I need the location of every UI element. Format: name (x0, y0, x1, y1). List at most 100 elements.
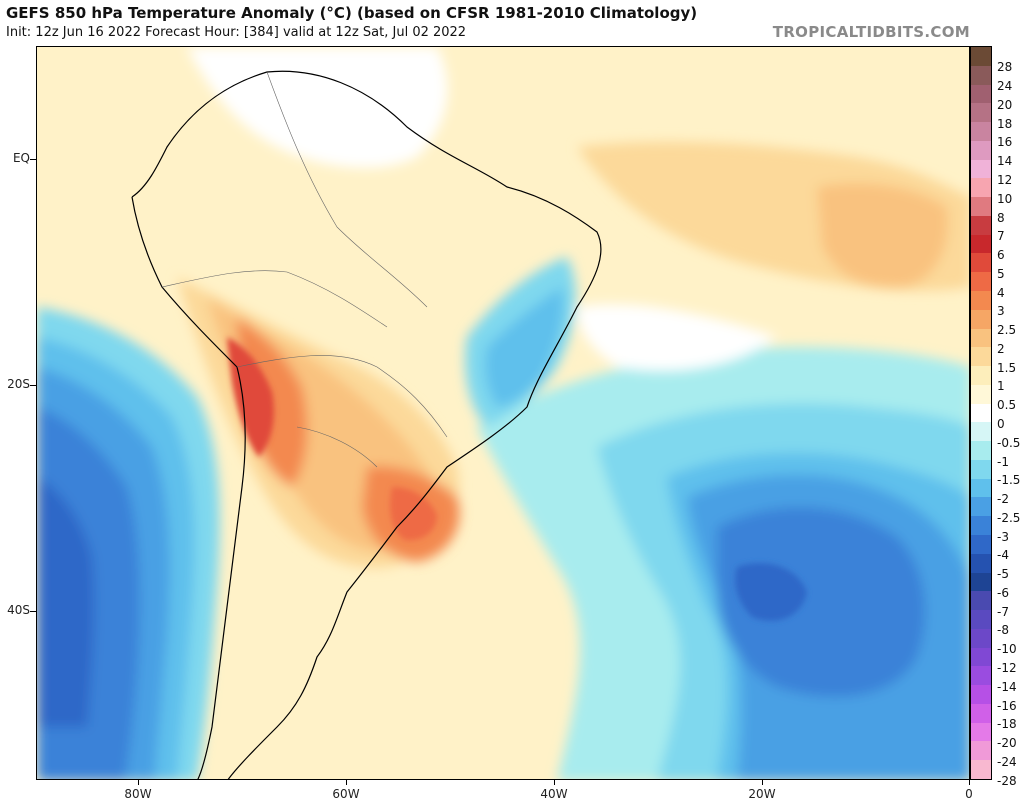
colorbar-swatch (971, 215, 991, 236)
colorbar-label: 28 (997, 60, 1013, 75)
colorbar-label: 7 (997, 229, 1005, 244)
colorbar-swatch (971, 459, 991, 480)
colorbar-swatch (971, 703, 991, 724)
colorbar-swatch (971, 516, 991, 536)
colorbar-swatch (971, 666, 991, 686)
colorbar-swatch (971, 553, 991, 574)
colorbar-swatch (971, 628, 991, 649)
colorbar-label: 6 (997, 248, 1005, 263)
colorbar-swatch (971, 760, 991, 780)
colorbar-swatch (971, 741, 991, 761)
colorbar-swatch (971, 685, 991, 705)
colorbar-swatch (971, 403, 991, 423)
lon-tick (346, 780, 347, 785)
lat-label-eq: EQ (12, 151, 30, 165)
colorbar-swatch (971, 291, 991, 311)
lat-tick (30, 611, 36, 612)
colorbar-label: 16 (997, 135, 1013, 150)
forecast-info: Init: 12z Jun 16 2022 Forecast Hour: [38… (6, 25, 467, 40)
colorbar-label: -3 (997, 529, 1009, 544)
brand-watermark[interactable]: TROPICALTIDBITS.COM (772, 23, 970, 41)
colorbar-swatch (971, 65, 991, 86)
colorbar-swatch (971, 647, 991, 667)
colorbar-swatch (971, 47, 991, 67)
colorbar-swatch (971, 84, 991, 104)
colorbar-label: -0.5 (997, 435, 1021, 450)
colorbar-swatch (971, 384, 991, 405)
colorbar-swatch (971, 572, 991, 592)
anomaly-field (37, 47, 969, 779)
lon-tick (969, 780, 970, 785)
lon-tick (554, 780, 555, 785)
colorbar-label: 24 (997, 79, 1013, 94)
colorbar-label: -18 (997, 717, 1017, 732)
colorbar-label: 5 (997, 266, 1005, 281)
colorbar-label: -2.5 (997, 510, 1021, 525)
colorbar-label: 8 (997, 210, 1005, 225)
colorbar-label: 18 (997, 116, 1013, 131)
map-title: GEFS 850 hPa Temperature Anomaly (°C) (b… (6, 4, 698, 22)
colorbar-label: 1.5 (997, 360, 1017, 375)
lat-label-20s: 20S (7, 377, 30, 391)
colorbar-swatch (971, 234, 991, 254)
colorbar-label: 3 (997, 304, 1005, 319)
colorbar-label: -4 (997, 548, 1009, 563)
colorbar-label: -5 (997, 567, 1009, 582)
colorbar-swatch (971, 309, 991, 330)
lon-label-20w: 20W (748, 787, 776, 801)
colorbar-label: -1 (997, 454, 1009, 469)
colorbar-label: -14 (997, 679, 1017, 694)
colorbar-swatch (971, 328, 991, 348)
colorbar-swatch (971, 722, 991, 742)
lat-tick (30, 159, 36, 160)
colorbar-label: -6 (997, 585, 1009, 600)
colorbar-label: 1 (997, 379, 1005, 394)
colorbar-swatch (971, 140, 991, 161)
colorbar-swatch (971, 497, 991, 517)
colorbar-swatch (971, 253, 991, 273)
colorbar-swatch (971, 159, 991, 179)
colorbar-label: -28 (997, 773, 1017, 788)
colorbar-label: 0 (997, 417, 1005, 431)
colorbar-label: -16 (997, 698, 1017, 713)
colorbar-swatch (971, 535, 991, 555)
colorbar-swatch (971, 422, 991, 442)
lon-label-60w: 60W (332, 787, 360, 801)
colorbar-label: -12 (997, 661, 1017, 675)
colorbar-swatch (971, 178, 991, 198)
colorbar-label: 4 (997, 285, 1005, 300)
colorbar-label: 14 (997, 154, 1013, 169)
colorbar (970, 46, 992, 780)
colorbar-swatch (971, 610, 991, 630)
colorbar-label: 12 (997, 173, 1013, 187)
colorbar-swatch (971, 197, 991, 217)
lon-label-40w: 40W (540, 787, 568, 801)
colorbar-label: 20 (997, 97, 1013, 112)
colorbar-label: -2 (997, 492, 1009, 507)
colorbar-swatch (971, 366, 991, 386)
lon-label-0: 0 (965, 787, 973, 801)
colorbar-label: 0.5 (997, 398, 1017, 413)
colorbar-label: 2 (997, 341, 1005, 356)
colorbar-label: -24 (997, 754, 1017, 769)
lon-tick (138, 780, 139, 785)
anomaly-map[interactable] (36, 46, 970, 780)
colorbar-label: -10 (997, 642, 1017, 657)
colorbar-label: 2.5 (997, 323, 1017, 338)
lon-label-80w: 80W (124, 787, 152, 801)
lat-tick (30, 385, 36, 386)
colorbar-swatch (971, 347, 991, 367)
colorbar-label: -8 (997, 623, 1009, 638)
colorbar-label: 10 (997, 191, 1013, 206)
lon-tick (762, 780, 763, 785)
colorbar-swatch (971, 272, 991, 292)
colorbar-swatch (971, 122, 991, 142)
colorbar-swatch (971, 591, 991, 611)
colorbar-label: -20 (997, 736, 1017, 751)
colorbar-swatch (971, 478, 991, 498)
colorbar-swatch (971, 441, 991, 461)
colorbar-label: -1.5 (997, 473, 1021, 488)
colorbar-label: -7 (997, 604, 1009, 619)
lat-label-40s: 40S (7, 603, 30, 617)
colorbar-swatch (971, 103, 991, 123)
